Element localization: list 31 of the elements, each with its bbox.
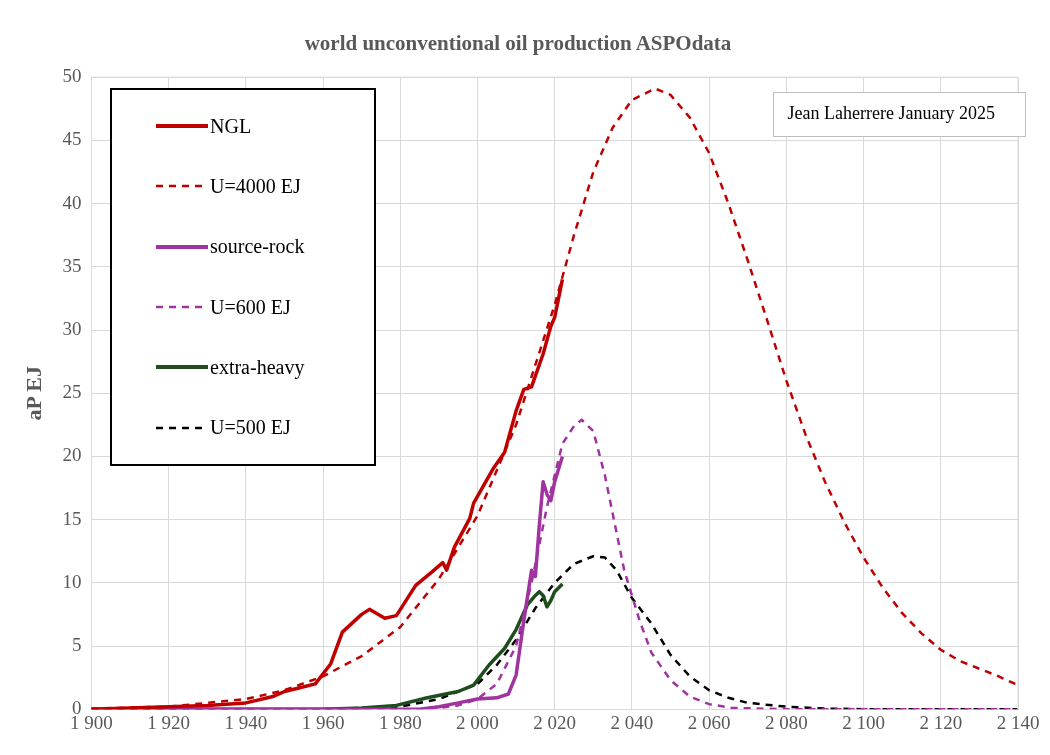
y-tick-label: 40: [62, 191, 82, 213]
x-tick-label: 2 000: [456, 711, 499, 733]
y-tick-label: 15: [62, 507, 82, 529]
legend-label: U=600 EJ: [210, 295, 291, 319]
y-tick-label: 35: [62, 254, 82, 276]
x-tick-label: 2 100: [842, 711, 885, 733]
annotation: Jean Laherrere January 2025: [772, 92, 1026, 137]
x-tick-label: 2 060: [687, 711, 731, 733]
x-tick-label: 2 120: [919, 711, 963, 733]
legend-label: source-rock: [210, 235, 305, 259]
legend-label: NGL: [210, 114, 252, 138]
y-tick-label: 45: [62, 128, 82, 150]
legend-label: U=4000 EJ: [210, 174, 301, 198]
y-tick-label: 5: [71, 633, 82, 655]
y-tick-label: 20: [62, 444, 82, 466]
chart-title: world unconventional oil production ASPOdata: [304, 31, 732, 56]
x-tick-label: 1 920: [147, 711, 190, 733]
y-tick-label: 30: [62, 317, 82, 339]
x-tick-label: 2 040: [610, 711, 654, 733]
x-tick-label: 1 980: [378, 711, 422, 733]
x-tick-label: 1 960: [301, 711, 345, 733]
y-axis-title: aP EJ: [20, 366, 46, 421]
y-tick-label: 10: [62, 570, 82, 592]
y-tick-label: 25: [62, 381, 82, 403]
x-tick-label: 2 020: [533, 711, 577, 733]
legend-label: U=500 EJ: [210, 416, 291, 440]
x-tick-label: 2 080: [764, 711, 808, 733]
legend-label: extra-heavy: [210, 355, 305, 379]
x-tick-label: 2 140: [996, 711, 1040, 733]
y-tick-label: 50: [62, 65, 82, 87]
x-tick-label: 1 940: [224, 711, 268, 733]
